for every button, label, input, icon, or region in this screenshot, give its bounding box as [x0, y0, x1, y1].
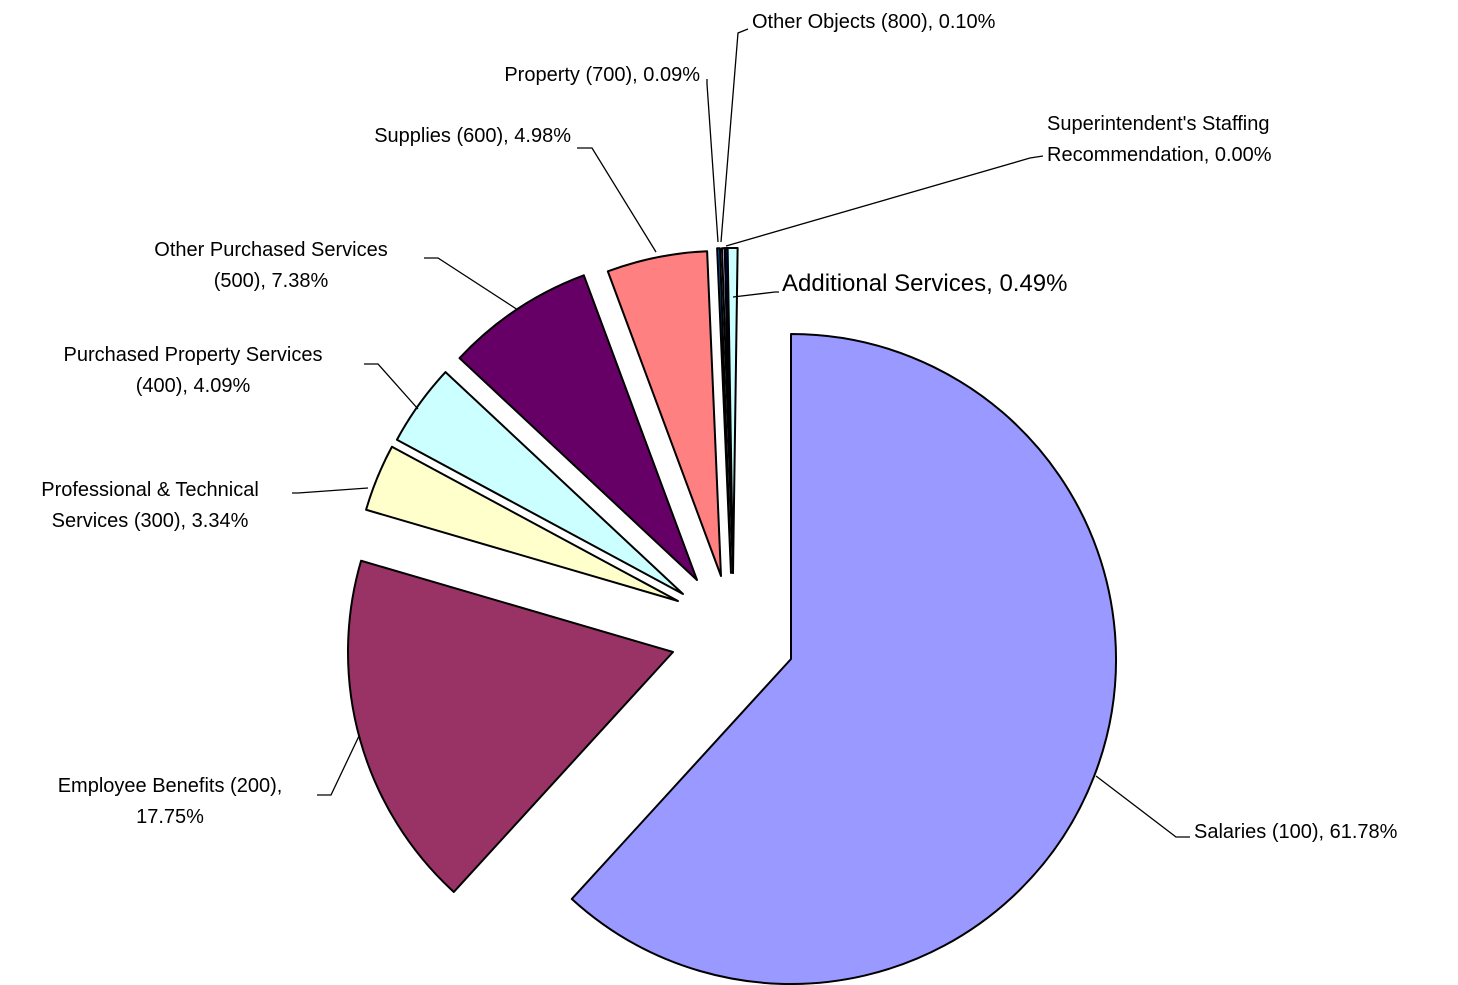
slice-label-line: (400), 4.09%	[136, 375, 251, 397]
slice-label-line: 17.75%	[136, 806, 204, 828]
slice-label-professional-technical-services-300: Professional & Technical Services (300), …	[41, 479, 259, 532]
leader-line-purchased-property-services-400	[364, 363, 419, 410]
slice-label-line: Purchased Property Services	[63, 344, 322, 366]
pie-slices	[347, 246, 1117, 985]
slice-label-line: Additional Services, 0.49%	[782, 270, 1068, 297]
slice-label-additional-services: Additional Services, 0.49%	[782, 270, 1068, 297]
leader-line-superintendent-s-staffing-recommendation	[725, 155, 1044, 247]
leader-line-additional-services	[732, 291, 779, 298]
leader-lines	[292, 28, 1190, 838]
slice-label-other-purchased-services-500: Other Purchased Services (500), 7.38%	[154, 239, 387, 292]
leader-line-property-700	[706, 79, 719, 243]
slice-label-supplies-600: Supplies (600), 4.98%	[374, 125, 571, 147]
leader-line-professional-technical-services-300	[292, 487, 369, 494]
slice-label-line: Other Objects (800), 0.10%	[752, 11, 996, 33]
slice-label-line: Professional & Technical	[41, 479, 259, 501]
pie-slice-property-700	[716, 247, 732, 574]
slice-label-purchased-property-services-400: Purchased Property Services (400), 4.09%	[63, 344, 322, 397]
leader-line-other-objects-800	[720, 28, 749, 243]
pie-slice-employee-benefits-200	[347, 559, 674, 893]
pie-slice-additional-services	[726, 246, 739, 574]
pie-slice-professional-technical-services-300	[365, 445, 679, 602]
pie-slice-supplies-600	[606, 250, 722, 577]
slice-label-line: Superintendent's Staffing	[1047, 113, 1270, 135]
slice-label-line: (500), 7.38%	[214, 270, 329, 292]
slice-label-superintendent-s-staffing-recommendation: Superintendent's Staffing Recommendation,…	[1047, 113, 1272, 166]
pie-slice-salaries-100	[570, 333, 1117, 985]
slice-label-line: Supplies (600), 4.98%	[374, 125, 571, 147]
slice-label-line: Employee Benefits (200),	[58, 775, 283, 797]
slice-label-employee-benefits-200: Employee Benefits (200), 17.75%	[58, 775, 283, 828]
leader-line-salaries-100	[1095, 775, 1190, 838]
slice-label-line: Services (300), 3.34%	[52, 510, 249, 532]
slice-label-property-700: Property (700), 0.09%	[504, 64, 700, 86]
pie-slice-purchased-property-services-400	[395, 371, 684, 595]
slice-label-line: Salaries (100), 61.78%	[1194, 821, 1398, 843]
leader-line-employee-benefits-200	[317, 735, 360, 796]
leader-line-supplies-600	[577, 147, 657, 253]
slice-label-line: Recommendation, 0.00%	[1047, 144, 1272, 166]
leader-line-other-purchased-services-500	[424, 257, 519, 311]
slice-labels: Salaries (100), 61.78% Employee Benefits …	[41, 11, 1397, 843]
slice-label-salaries-100: Salaries (100), 61.78%	[1194, 821, 1398, 843]
slice-label-line: Property (700), 0.09%	[504, 64, 700, 86]
slice-label-line: Other Purchased Services	[154, 239, 387, 261]
slice-label-other-objects-800: Other Objects (800), 0.10%	[752, 11, 996, 33]
